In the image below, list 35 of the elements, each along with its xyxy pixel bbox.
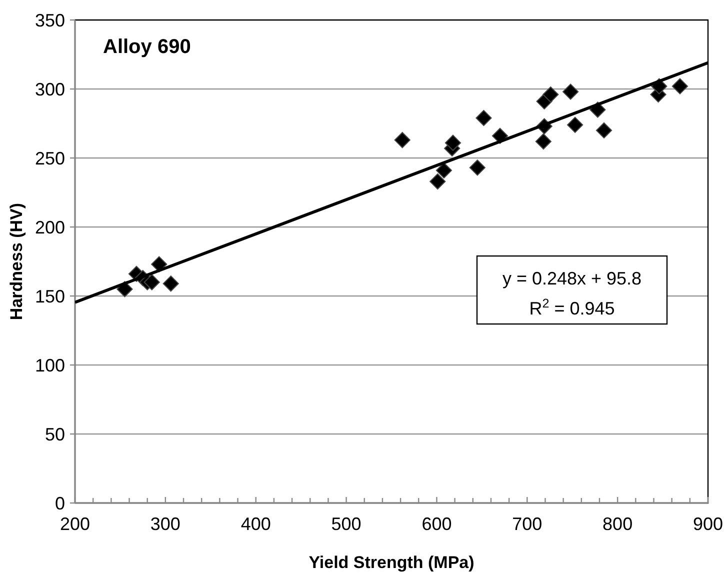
point (562, 84, 579, 100)
point (444, 134, 462, 151)
point (672, 78, 688, 94)
point (567, 116, 584, 133)
y-tick-label: 300 (34, 79, 65, 100)
point (430, 173, 446, 190)
annotation: y = 0.248x + 95.8 (502, 268, 642, 288)
x-tick-label: 700 (512, 514, 542, 534)
y-tick-label: 250 (34, 148, 65, 168)
point (596, 122, 612, 138)
y-tick-label: 200 (34, 217, 65, 238)
point (476, 110, 492, 126)
x-tick-label: 500 (331, 514, 362, 534)
x-tick-label: 300 (150, 514, 180, 534)
x-tick-label: 200 (60, 514, 90, 534)
point (436, 162, 452, 178)
y-tick-label: 0 (54, 493, 65, 514)
y-tick-label: 150 (34, 286, 65, 306)
point (535, 133, 552, 150)
y-tick-label: 50 (44, 424, 65, 444)
text: Alloy 690 (103, 36, 191, 58)
point (144, 274, 160, 290)
x-axis-title: Yield Strength (MPa) (308, 553, 474, 572)
x-tick-label: 600 (422, 514, 452, 534)
x-tick-label: 800 (602, 514, 633, 534)
x-tick-label: 900 (692, 514, 724, 534)
y-axis-title: Hardness (HV) (7, 202, 26, 320)
y-tick-label: 100 (34, 355, 65, 376)
point (469, 160, 486, 176)
x-tick-label: 400 (240, 514, 271, 534)
y-tick-label: 350 (34, 10, 65, 30)
point (394, 132, 410, 148)
point (162, 276, 179, 292)
annotation: R$^{2}$ = 0.945 (529, 296, 615, 318)
point (542, 86, 559, 103)
